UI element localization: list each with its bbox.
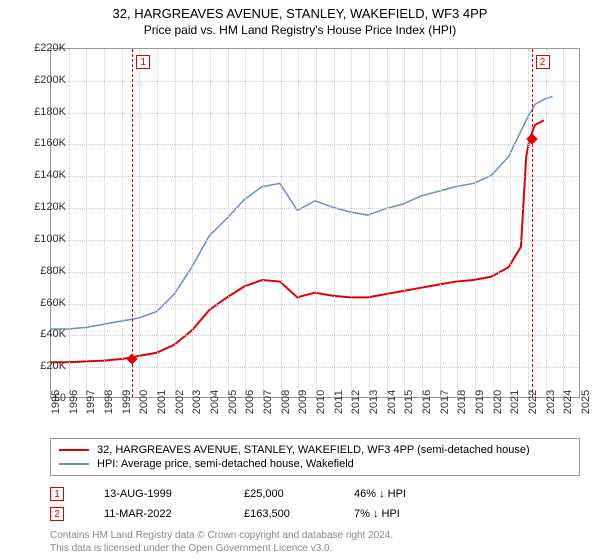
legend-label: HPI: Average price, semi-detached house,… (97, 458, 354, 470)
x-axis-label: 2012 (350, 390, 362, 414)
x-axis-label: 2024 (562, 390, 574, 414)
x-axis-label: 2019 (474, 390, 486, 414)
x-axis-label: 2018 (456, 390, 468, 414)
x-axis-label: 2001 (156, 390, 168, 414)
chart-title: 32, HARGREAVES AVENUE, STANLEY, WAKEFIEL… (0, 0, 600, 21)
x-axis-label: 2014 (386, 390, 398, 414)
chart-lines (51, 49, 579, 397)
legend-swatch (59, 463, 89, 465)
y-axis-label: £40K (20, 328, 66, 340)
event-marker-box: 1 (136, 55, 150, 69)
legend-swatch (59, 449, 89, 451)
x-axis-label: 2000 (138, 390, 150, 414)
chart-plot-area: 12 (50, 48, 580, 398)
x-axis-label: 2020 (492, 390, 504, 414)
x-axis-label: 1999 (121, 390, 133, 414)
sale-marker-box: 2 (50, 507, 64, 521)
sale-date: 11-MAR-2022 (104, 508, 204, 520)
x-axis-label: 1996 (68, 390, 80, 414)
sales-table: 1 13-AUG-1999 £25,000 46% ↓ HPI 2 11-MAR-2022… (50, 484, 454, 524)
footer-line1: Contains HM Land Registry data © Crown c… (50, 530, 393, 543)
x-axis-label: 2025 (580, 390, 592, 414)
x-axis-label: 2002 (174, 390, 186, 414)
x-axis-label: 2010 (315, 390, 327, 414)
chart-subtitle: Price paid vs. HM Land Registry's House … (0, 21, 600, 37)
x-axis-label: 2006 (244, 390, 256, 414)
x-axis-label: 2015 (403, 390, 415, 414)
x-axis-label: 2022 (527, 390, 539, 414)
x-axis-label: 2016 (421, 390, 433, 414)
x-axis-label: 2009 (297, 390, 309, 414)
footer-attribution: Contains HM Land Registry data © Crown c… (50, 530, 393, 555)
legend-label: 32, HARGREAVES AVENUE, STANLEY, WAKEFIEL… (97, 444, 530, 456)
legend-item: 32, HARGREAVES AVENUE, STANLEY, WAKEFIEL… (59, 443, 571, 457)
sale-price: £163,500 (244, 508, 314, 520)
sale-row: 1 13-AUG-1999 £25,000 46% ↓ HPI (50, 484, 454, 504)
sale-date: 13-AUG-1999 (104, 488, 204, 500)
legend-item: HPI: Average price, semi-detached house,… (59, 457, 571, 471)
y-axis-label: £20K (20, 360, 66, 372)
y-axis-label: £220K (20, 42, 66, 54)
y-axis-label: £100K (20, 233, 66, 245)
y-axis-label: £180K (20, 106, 66, 118)
legend: 32, HARGREAVES AVENUE, STANLEY, WAKEFIEL… (50, 438, 580, 476)
x-axis-label: 2005 (227, 390, 239, 414)
sale-hpi: 7% ↓ HPI (354, 508, 454, 520)
x-axis-label: 1998 (103, 390, 115, 414)
x-axis-label: 1995 (50, 390, 62, 414)
x-axis-label: 2021 (509, 390, 521, 414)
y-axis-label: £140K (20, 169, 66, 181)
x-axis-label: 2023 (545, 390, 557, 414)
y-axis-label: £80K (20, 265, 66, 277)
sale-price: £25,000 (244, 488, 314, 500)
x-axis-label: 2004 (209, 390, 221, 414)
x-axis-label: 2008 (280, 390, 292, 414)
y-axis-label: £60K (20, 297, 66, 309)
x-axis-label: 2017 (439, 390, 451, 414)
y-axis-label: £160K (20, 137, 66, 149)
x-axis-label: 2011 (333, 390, 345, 414)
x-axis-label: 2003 (191, 390, 203, 414)
sale-row: 2 11-MAR-2022 £163,500 7% ↓ HPI (50, 504, 454, 524)
footer-line2: This data is licensed under the Open Gov… (50, 543, 393, 556)
sale-hpi: 46% ↓ HPI (354, 488, 454, 500)
x-axis-label: 2013 (368, 390, 380, 414)
x-axis-label: 1997 (85, 390, 97, 414)
y-axis-label: £200K (20, 74, 66, 86)
sale-marker-box: 1 (50, 487, 64, 501)
x-axis-label: 2007 (262, 390, 274, 414)
event-marker-box: 2 (536, 55, 550, 69)
series-hpi (51, 96, 553, 329)
y-axis-label: £120K (20, 201, 66, 213)
